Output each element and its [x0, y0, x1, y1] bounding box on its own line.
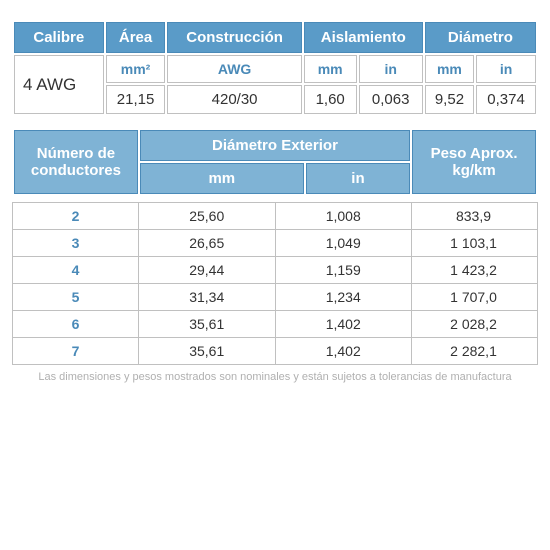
val-diametro-in: 0,374 — [476, 85, 536, 114]
unit-diametro-in: in — [476, 55, 536, 83]
spec-table-secondary-header: Número de conductores Diámetro Exterior … — [12, 128, 538, 196]
cell-diam-in: 1,008 — [275, 203, 412, 230]
cell-peso: 833,9 — [412, 203, 538, 230]
cell-numero: 6 — [13, 311, 139, 338]
val-aislamiento-in: 0,063 — [359, 85, 423, 114]
table-row: 429,441,1591 423,2 — [13, 257, 538, 284]
footnote-text: Las dimensiones y pesos mostrados son no… — [12, 365, 538, 383]
table-row: 635,611,4022 028,2 — [13, 311, 538, 338]
unit-area: mm² — [106, 55, 166, 83]
cell-numero: 7 — [13, 338, 139, 365]
cell-diam-mm: 35,61 — [139, 311, 276, 338]
cell-diam-mm: 25,60 — [139, 203, 276, 230]
val-diametro-mm: 9,52 — [425, 85, 474, 114]
hdr-peso-aprox: Peso Aprox. kg/km — [412, 130, 536, 194]
cell-diam-mm: 26,65 — [139, 230, 276, 257]
unit-construccion: AWG — [167, 55, 301, 83]
cell-peso: 2 028,2 — [412, 311, 538, 338]
unit-diametro-mm: mm — [425, 55, 474, 83]
spec-table-primary: Calibre Área Construcción Aislamiento Di… — [12, 20, 538, 116]
val-construccion: 420/30 — [167, 85, 301, 114]
cell-numero: 5 — [13, 284, 139, 311]
hdr-aislamiento: Aislamiento — [304, 22, 423, 53]
cell-peso: 2 282,1 — [412, 338, 538, 365]
cell-diam-mm: 35,61 — [139, 338, 276, 365]
hdr-construccion: Construcción — [167, 22, 301, 53]
cell-numero: 3 — [13, 230, 139, 257]
hdr-calibre: Calibre — [14, 22, 104, 53]
cell-diam-mm: 31,34 — [139, 284, 276, 311]
cell-diam-in: 1,049 — [275, 230, 412, 257]
hdr-diam-in: in — [306, 163, 410, 194]
cell-numero: 2 — [13, 203, 139, 230]
table-row: 531,341,2341 707,0 — [13, 284, 538, 311]
hdr-area: Área — [106, 22, 166, 53]
hdr-diametro: Diámetro — [425, 22, 536, 53]
cell-diam-in: 1,234 — [275, 284, 412, 311]
cell-diam-in: 1,159 — [275, 257, 412, 284]
table-row: 225,601,008833,9 — [13, 203, 538, 230]
table-row: 326,651,0491 103,1 — [13, 230, 538, 257]
val-area: 21,15 — [106, 85, 166, 114]
cell-peso: 1 103,1 — [412, 230, 538, 257]
cell-numero: 4 — [13, 257, 139, 284]
hdr-diam-mm: mm — [140, 163, 304, 194]
cell-diam-in: 1,402 — [275, 311, 412, 338]
cell-peso: 1 707,0 — [412, 284, 538, 311]
unit-aislamiento-in: in — [359, 55, 423, 83]
spec-table-secondary-body: 225,601,008833,9326,651,0491 103,1429,44… — [12, 202, 538, 365]
unit-aislamiento-mm: mm — [304, 55, 357, 83]
hdr-diametro-exterior: Diámetro Exterior — [140, 130, 410, 161]
table-row: 735,611,4022 282,1 — [13, 338, 538, 365]
cell-peso: 1 423,2 — [412, 257, 538, 284]
val-aislamiento-mm: 1,60 — [304, 85, 357, 114]
cell-diam-in: 1,402 — [275, 338, 412, 365]
row-calibre-value: 4 AWG — [14, 55, 104, 114]
cell-diam-mm: 29,44 — [139, 257, 276, 284]
hdr-numero-conductores: Número de conductores — [14, 130, 138, 194]
